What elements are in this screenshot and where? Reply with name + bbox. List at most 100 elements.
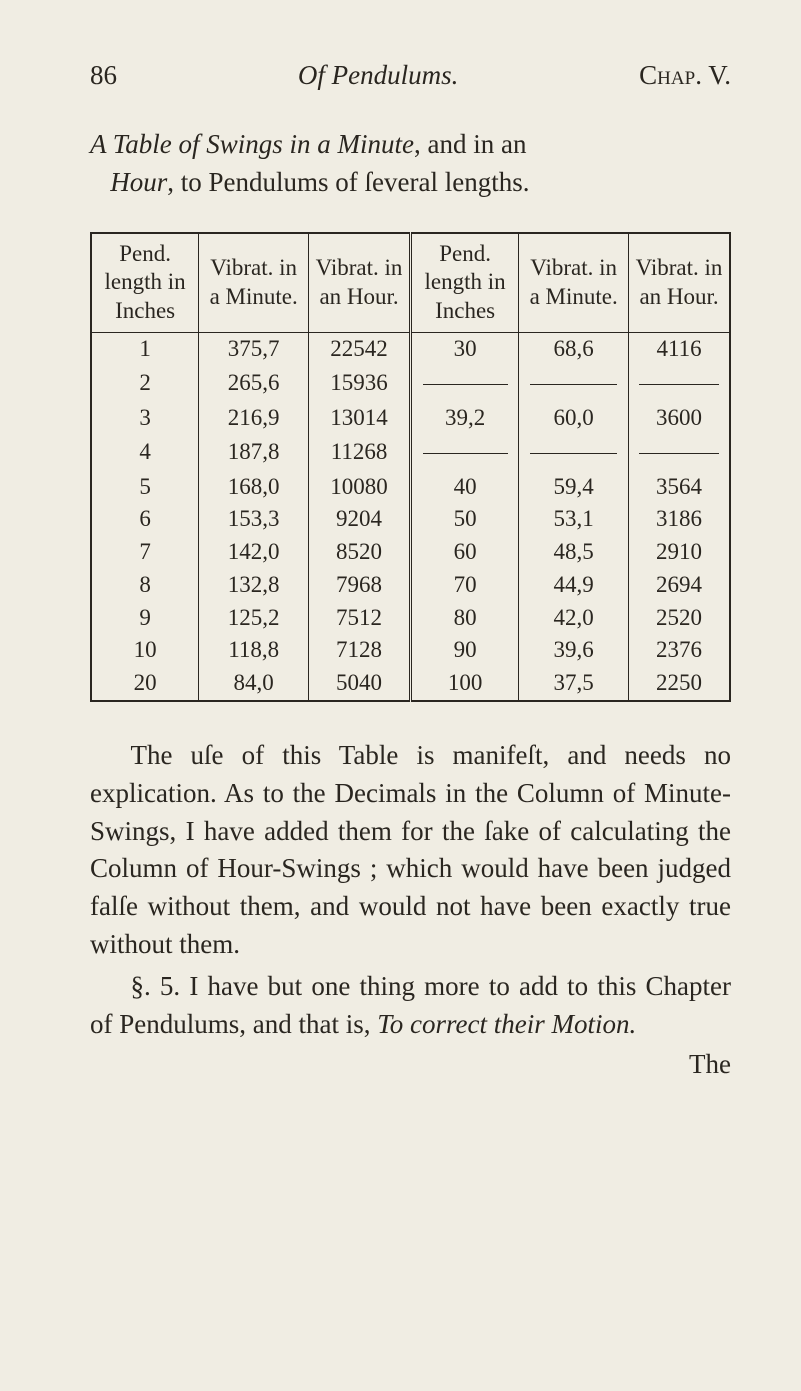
running-title: Of Pendulums. — [298, 60, 458, 91]
table-cell: 118,8 — [199, 634, 309, 667]
table-cell: 15936 — [309, 366, 411, 402]
table-cell: 7512 — [309, 602, 411, 635]
table-cell: 1 — [91, 332, 199, 365]
table-row: 2265,615936 — [91, 366, 730, 402]
table-cell: 4 — [91, 435, 199, 471]
paragraph: The uſe of this Table is manifeſt, and n… — [90, 737, 731, 964]
table-body: 1375,7225423068,641162265,6159363216,913… — [91, 332, 730, 701]
table-cell: 2694 — [629, 569, 730, 602]
table-cell: 37,5 — [519, 667, 629, 701]
table-cell: 6 — [91, 503, 199, 536]
table-cell: 53,1 — [519, 503, 629, 536]
table-row: 7142,085206048,52910 — [91, 536, 730, 569]
chapter-label: Chap. V. — [639, 60, 731, 91]
table-cell: 9 — [91, 602, 199, 635]
table-cell: 10080 — [309, 471, 411, 504]
page-number: 86 — [90, 60, 117, 91]
table-cell: 8520 — [309, 536, 411, 569]
table-cell: 153,3 — [199, 503, 309, 536]
table-cell: 39,6 — [519, 634, 629, 667]
table-cell — [519, 366, 629, 402]
table-cell — [519, 435, 629, 471]
table-cell: 48,5 — [519, 536, 629, 569]
table-cell — [410, 366, 518, 402]
table-row: 10118,871289039,62376 — [91, 634, 730, 667]
table-caption: A Table of Swings in a Minute, and in an… — [90, 126, 731, 202]
table-cell: 60 — [410, 536, 518, 569]
table-cell: 3600 — [629, 402, 730, 435]
table-cell: 30 — [410, 332, 518, 365]
table-cell: 13014 — [309, 402, 411, 435]
table-cell: 4116 — [629, 332, 730, 365]
table-cell: 90 — [410, 634, 518, 667]
caption-line2-ital: Hour — [110, 167, 167, 197]
table-cell: 39,2 — [410, 402, 518, 435]
table-cell: 11268 — [309, 435, 411, 471]
col-header: Vibrat. in an Hour. — [309, 233, 411, 333]
table-cell: 84,0 — [199, 667, 309, 701]
col-header: Vibrat. in an Hour. — [629, 233, 730, 333]
table-row: 2084,0504010037,52250 — [91, 667, 730, 701]
table-cell: 2910 — [629, 536, 730, 569]
table-cell: 375,7 — [199, 332, 309, 365]
table-cell: 80 — [410, 602, 518, 635]
table-cell: 50 — [410, 503, 518, 536]
table-cell — [629, 435, 730, 471]
caption-line1-ital: A Table of Swings in a Minute — [90, 129, 414, 159]
table-cell: 60,0 — [519, 402, 629, 435]
table-cell: 7 — [91, 536, 199, 569]
table-cell: 8 — [91, 569, 199, 602]
table-cell: 168,0 — [199, 471, 309, 504]
table-cell: 40 — [410, 471, 518, 504]
table-cell: 2250 — [629, 667, 730, 701]
table-row: 5168,0100804059,43564 — [91, 471, 730, 504]
table-cell: 9204 — [309, 503, 411, 536]
col-header: Vibrat. in a Minute. — [519, 233, 629, 333]
pendulum-table: Pend. length in Inches Vibrat. in a Minu… — [90, 232, 731, 702]
table-cell: 5 — [91, 471, 199, 504]
table-row: 6153,392045053,13186 — [91, 503, 730, 536]
table-cell: 20 — [91, 667, 199, 701]
table-cell: 216,9 — [199, 402, 309, 435]
paragraph-ital: To correct their Motion. — [377, 1009, 636, 1039]
table-cell: 265,6 — [199, 366, 309, 402]
table-cell: 5040 — [309, 667, 411, 701]
table-row: 3216,91301439,260,03600 — [91, 402, 730, 435]
col-header: Pend. length in Inches — [410, 233, 518, 333]
table-cell: 2376 — [629, 634, 730, 667]
table-row: 8132,879687044,92694 — [91, 569, 730, 602]
table-cell: 68,6 — [519, 332, 629, 365]
table-cell: 42,0 — [519, 602, 629, 635]
table-cell: 22542 — [309, 332, 411, 365]
table-cell: 100 — [410, 667, 518, 701]
table-cell: 3186 — [629, 503, 730, 536]
caption-line2-roman: , to Pendulums of ſeveral lengths. — [167, 167, 529, 197]
caption-line1-roman: , and in an — [414, 129, 526, 159]
col-header: Vibrat. in a Minute. — [199, 233, 309, 333]
table-row: 1375,7225423068,64116 — [91, 332, 730, 365]
col-header: Pend. length in Inches — [91, 233, 199, 333]
table-cell: 7968 — [309, 569, 411, 602]
table-cell: 187,8 — [199, 435, 309, 471]
running-header: 86 Of Pendulums. Chap. V. — [90, 60, 731, 91]
table-cell: 10 — [91, 634, 199, 667]
table-cell: 59,4 — [519, 471, 629, 504]
table-cell: 70 — [410, 569, 518, 602]
table-cell — [410, 435, 518, 471]
catchword: The — [90, 1049, 731, 1080]
table-header-row: Pend. length in Inches Vibrat. in a Minu… — [91, 233, 730, 333]
table-cell: 3 — [91, 402, 199, 435]
paragraph: §. 5. I have but one thing more to add t… — [90, 968, 731, 1044]
table-row: 4187,811268 — [91, 435, 730, 471]
body-text: The uſe of this Table is manifeſt, and n… — [90, 737, 731, 1043]
table-cell: 7128 — [309, 634, 411, 667]
table-cell: 44,9 — [519, 569, 629, 602]
table-cell: 142,0 — [199, 536, 309, 569]
table-cell: 2520 — [629, 602, 730, 635]
table-cell — [629, 366, 730, 402]
table-cell: 3564 — [629, 471, 730, 504]
table-row: 9125,275128042,02520 — [91, 602, 730, 635]
table-cell: 2 — [91, 366, 199, 402]
table-cell: 132,8 — [199, 569, 309, 602]
table-cell: 125,2 — [199, 602, 309, 635]
